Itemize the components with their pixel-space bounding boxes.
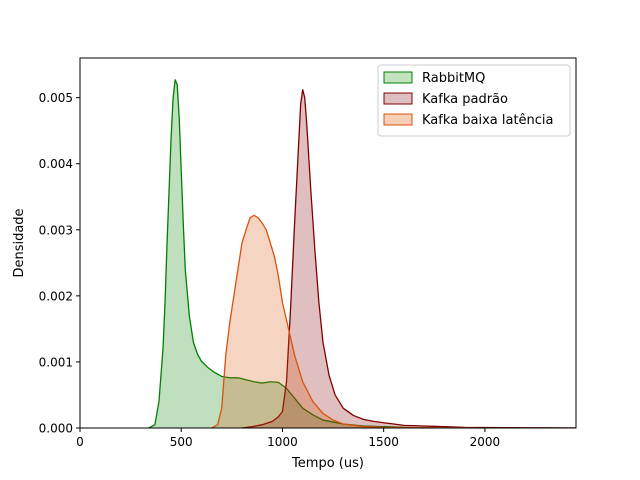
legend-swatch-kafka-baixa-latencia (383, 113, 413, 126)
x-tick-label: 1000 (267, 435, 298, 449)
line-kafka-baixa-latencia (211, 214, 485, 429)
y-tick-label: 0.004 (39, 157, 73, 171)
y-tick-label: 0.002 (39, 289, 73, 303)
x-axis-label: Tempo (us) (291, 456, 364, 471)
x-axis-ticks: 0 500 1000 1500 2000 (76, 428, 500, 449)
y-tick-label: 0.003 (39, 223, 73, 237)
x-tick-label: 0 (76, 435, 84, 449)
y-tick-label: 0.001 (39, 355, 73, 369)
x-tick-label: 1500 (368, 435, 399, 449)
y-tick-label: 0.005 (39, 91, 73, 105)
line-rabbitmq (148, 79, 425, 429)
plot-frame (79, 57, 577, 429)
legend-box (377, 64, 571, 137)
area-rabbitmq (148, 79, 425, 429)
area-kafka-baixa-latencia (211, 215, 485, 428)
x-tick-label: 2000 (470, 435, 501, 449)
y-tick-label: 0.000 (39, 422, 73, 436)
series-layer (148, 79, 576, 429)
legend-label-kafka-padrao: Kafka padrão (422, 92, 508, 107)
area-kafka-padrao (241, 89, 576, 429)
legend-swatch-kafka-padrao (383, 92, 413, 105)
legend: RabbitMQ Kafka padrão Kafka baixa latência (377, 64, 571, 137)
legend-swatch-rabbitmq (383, 71, 413, 84)
y-axis-ticks: 0.000 0.001 0.002 0.003 0.004 0.005 (39, 91, 80, 436)
x-tick-label: 500 (170, 435, 193, 449)
y-axis-label: Densidade (12, 208, 27, 277)
legend-label-rabbitmq: RabbitMQ (422, 71, 485, 86)
legend-label-kafka-baixa-latencia: Kafka baixa latência (422, 113, 554, 128)
